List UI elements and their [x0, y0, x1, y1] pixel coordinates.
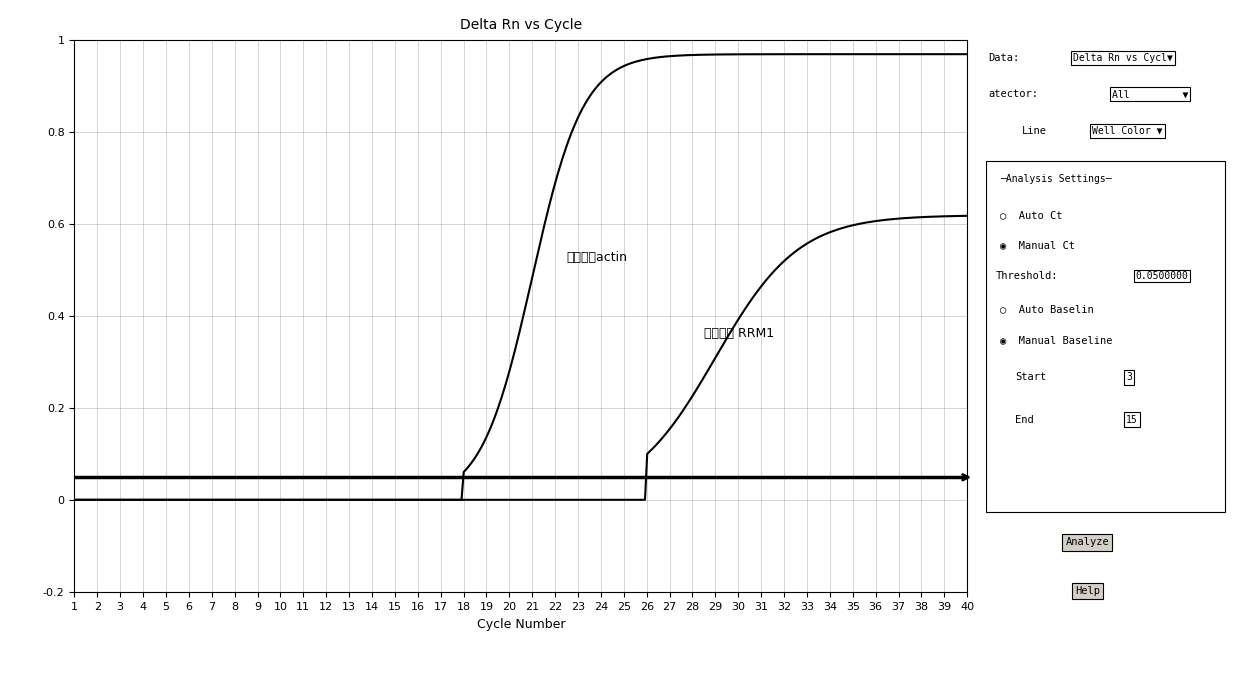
- Text: Start: Start: [1014, 372, 1047, 382]
- Text: Help: Help: [1075, 586, 1100, 596]
- Text: End: End: [1014, 415, 1034, 425]
- Text: 目的基图 RRM1: 目的基图 RRM1: [704, 327, 774, 340]
- Text: ◉  Manual Ct: ◉ Manual Ct: [1001, 241, 1075, 250]
- Text: 15: 15: [1126, 415, 1138, 425]
- Text: Threshold:: Threshold:: [996, 271, 1058, 281]
- Text: Well Color ▼: Well Color ▼: [1092, 126, 1163, 135]
- Text: Data:: Data:: [988, 53, 1019, 63]
- Text: Analyze: Analyze: [1065, 538, 1110, 547]
- Text: 内参基图actin: 内参基图actin: [567, 251, 627, 264]
- Text: ─Analysis Settings─: ─Analysis Settings─: [1001, 174, 1112, 184]
- Text: Delta Rn vs Cycl▼: Delta Rn vs Cycl▼: [1073, 53, 1173, 63]
- Text: ○  Auto Ct: ○ Auto Ct: [1001, 211, 1063, 220]
- Text: ○  Auto Baselin: ○ Auto Baselin: [1001, 304, 1094, 314]
- Text: ◉  Manual Baseline: ◉ Manual Baseline: [1001, 336, 1112, 346]
- Text: 0.0500000: 0.0500000: [1136, 271, 1189, 281]
- Text: All         ▼: All ▼: [1111, 90, 1188, 99]
- Text: Line: Line: [1022, 126, 1047, 135]
- Text: 3: 3: [1126, 372, 1132, 382]
- FancyBboxPatch shape: [986, 161, 1225, 512]
- Text: atector:: atector:: [988, 90, 1038, 99]
- X-axis label: Cycle Number: Cycle Number: [476, 618, 565, 631]
- Title: Delta Rn vs Cycle: Delta Rn vs Cycle: [460, 18, 582, 32]
